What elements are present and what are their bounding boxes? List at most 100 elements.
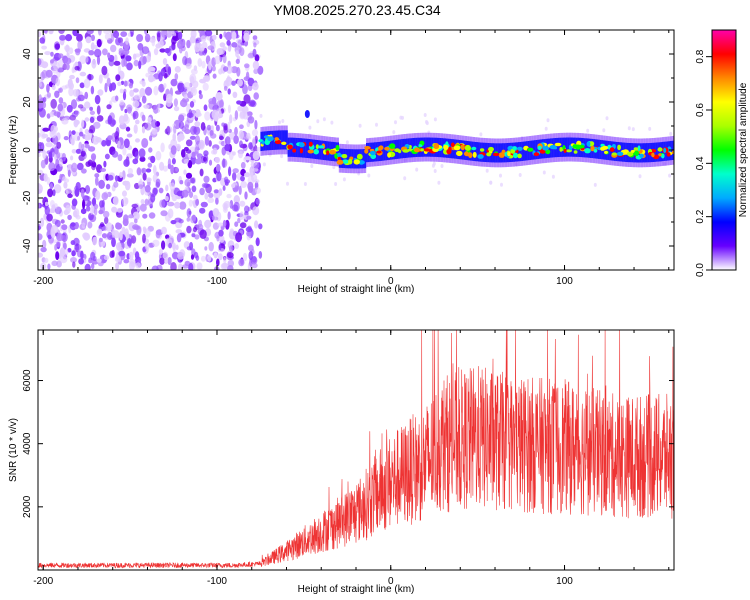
noise-blob [211, 65, 216, 72]
noise-blob [190, 125, 197, 135]
band-cell [521, 141, 523, 161]
noise-blob [223, 125, 229, 134]
noise-blob [172, 53, 177, 62]
band-peak [486, 152, 492, 157]
band-peak [593, 148, 598, 153]
noise-blob [126, 173, 134, 178]
noise-blob [252, 255, 257, 263]
noise-blob [100, 168, 107, 172]
noise-blob [123, 116, 130, 124]
noise-blob [111, 228, 116, 239]
band-peak [626, 151, 634, 157]
noise-blob [119, 88, 124, 94]
noise-blob [80, 208, 87, 215]
noise-blob [177, 135, 182, 143]
noise-blob [168, 45, 176, 51]
noise-blob [233, 195, 240, 204]
speckle [518, 173, 522, 177]
noise-blob [244, 156, 252, 161]
noise-blob [159, 257, 165, 265]
noise-blob [59, 34, 66, 41]
noise-blob [118, 50, 125, 56]
noise-blob [94, 48, 102, 58]
noise-blob [126, 238, 132, 247]
noise-blob [223, 85, 228, 91]
noise-blob [133, 59, 139, 67]
noise-blob [136, 34, 144, 42]
noise-blob [150, 155, 156, 164]
noise-blob [253, 92, 259, 100]
noise-blob [91, 263, 95, 270]
noise-blob [171, 158, 176, 165]
band-cell [561, 137, 563, 157]
noise-blob [252, 206, 260, 216]
noise-blob [235, 58, 240, 64]
noise-blob [252, 150, 260, 161]
noise-blob [153, 104, 159, 115]
noise-blob [207, 45, 215, 50]
noise-blob [55, 77, 60, 87]
band-cell [348, 149, 351, 169]
noise-blob [245, 226, 253, 233]
noise-blob [97, 228, 103, 235]
speckle [392, 130, 396, 135]
noise-blob [219, 135, 224, 141]
noise-blob [52, 68, 59, 74]
noise-blob [79, 71, 87, 77]
snr-y-ticks: 2000 4000 6000 [22, 369, 674, 518]
noise-blob [224, 144, 231, 152]
noise-blob [190, 86, 198, 96]
band-cell [422, 137, 424, 157]
band-cell [294, 137, 296, 157]
band-cell [458, 140, 461, 160]
band-peak [264, 139, 269, 145]
band-cell [655, 142, 658, 162]
noise-blob [255, 237, 260, 247]
band-peak [590, 145, 595, 152]
noise-blob [161, 30, 168, 38]
speckle [489, 180, 493, 185]
noise-blob [196, 42, 203, 48]
band-cell [298, 138, 301, 158]
noise-blob [126, 62, 133, 71]
noise-blob [88, 73, 92, 81]
noise-blob [58, 87, 63, 93]
colorbar-tick-label: 0.6 [695, 103, 706, 117]
noise-blob [81, 143, 85, 150]
noise-blob [252, 35, 258, 41]
noise-blob [186, 208, 192, 218]
noise-blob [212, 73, 217, 79]
noise-blob [227, 265, 234, 270]
noise-blob [38, 31, 42, 38]
noise-blob [199, 229, 207, 239]
noise-blob [151, 128, 158, 135]
noise-blob [237, 39, 243, 48]
band-peak [533, 152, 540, 157]
band-peak [661, 153, 665, 159]
noise-blob [41, 61, 49, 69]
noise-blob [175, 143, 181, 151]
band-peak [617, 144, 621, 151]
noise-blob [120, 80, 125, 85]
noise-blob [46, 137, 51, 143]
noise-blob [253, 68, 259, 75]
noise-blob [131, 203, 139, 209]
noise-blob [216, 171, 222, 182]
noise-blob [90, 42, 95, 51]
noise-blob [93, 204, 99, 210]
noise-blob [202, 82, 209, 91]
noise-blob [55, 241, 61, 248]
noise-blob [144, 33, 151, 43]
noise-blob [189, 101, 195, 108]
speckle [627, 126, 631, 131]
noise-blob [209, 129, 214, 136]
noise-blob [85, 161, 91, 168]
noise-blob [237, 217, 241, 224]
band-cell [321, 140, 323, 160]
noise-blob [178, 219, 184, 224]
noise-blob [76, 33, 83, 42]
noise-blob [117, 65, 121, 74]
noise-blob [169, 182, 176, 192]
noise-blob [74, 61, 79, 68]
band-cell [498, 143, 501, 163]
